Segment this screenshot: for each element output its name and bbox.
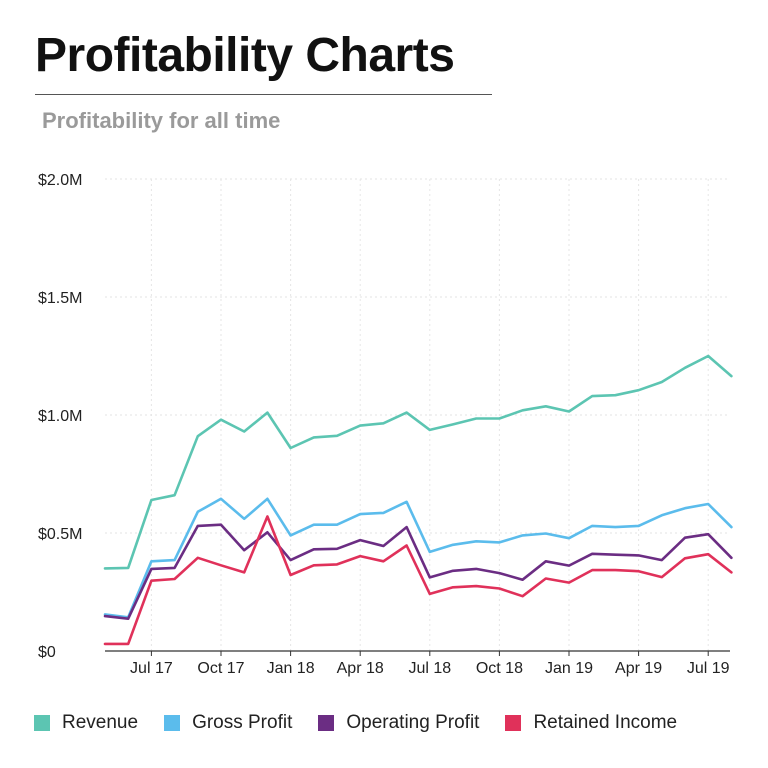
- legend-item-revenue[interactable]: Revenue: [34, 712, 138, 734]
- y-tick-label: $1.0M: [38, 408, 82, 425]
- y-tick-label: $0: [38, 644, 56, 661]
- series-line-operating-profit: [103, 523, 733, 621]
- line-chart: $0 $0.5M $1.0M $1.5M $2.0M Jul 17 Oct 17 Jan 18…: [38, 172, 733, 677]
- y-tick-label: $1.5M: [38, 290, 82, 307]
- x-tick-label: Jul 19: [687, 660, 730, 677]
- axes: $0 $0.5M $1.0M $1.5M $2.0M Jul 17 Oct 17 Jan 18…: [38, 172, 730, 677]
- legend-item-operating-profit[interactable]: Operating Profit: [318, 712, 479, 734]
- y-tick-label: $2.0M: [38, 172, 82, 189]
- x-tick-label: Jul 17: [130, 660, 173, 677]
- legend-swatch: [164, 715, 181, 731]
- legend-label: Gross Profit: [192, 712, 293, 733]
- legend-swatch: [318, 715, 335, 731]
- legend-label: Retained Income: [533, 712, 678, 733]
- title-divider: [35, 94, 492, 95]
- legend-label: Operating Profit: [346, 712, 480, 733]
- legend-item-retained-income[interactable]: Retained Income: [505, 712, 677, 734]
- legend-swatch: [34, 715, 50, 731]
- chart-legend: Revenue Gross Profit Operating Profit Retai…: [34, 708, 703, 738]
- legend-item-gross-profit[interactable]: Gross Profit: [164, 712, 292, 734]
- series-line-revenue: [103, 354, 733, 570]
- legend-label: Revenue: [62, 712, 139, 733]
- page-title: Profitability Charts: [35, 29, 455, 82]
- series-line-gross-profit: [103, 497, 733, 619]
- gridlines: [105, 178, 730, 651]
- x-tick-label: Jul 18: [408, 660, 451, 677]
- x-tick-label: Jan 18: [267, 660, 315, 677]
- x-tick-label: Jan 19: [545, 660, 593, 677]
- legend-swatch: [505, 715, 522, 731]
- x-tick-label: Apr 18: [337, 660, 384, 677]
- y-tick-label: $0.5M: [38, 526, 82, 543]
- x-tick-label: Oct 18: [476, 660, 523, 677]
- x-tick-label: Oct 17: [197, 660, 244, 677]
- series-lines: [103, 354, 733, 646]
- series-line-retained-income: [103, 515, 733, 646]
- chart-subtitle: Profitability for all time: [42, 108, 281, 133]
- x-tick-label: Apr 19: [615, 660, 662, 677]
